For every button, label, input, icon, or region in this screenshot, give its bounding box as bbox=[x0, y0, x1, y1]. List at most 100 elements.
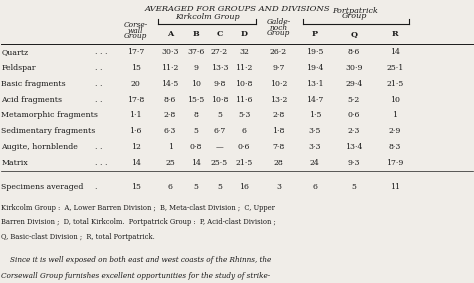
Text: 2·8: 2·8 bbox=[273, 112, 284, 119]
Text: 13·1: 13·1 bbox=[306, 80, 323, 88]
Text: 24: 24 bbox=[310, 159, 319, 167]
Text: 11: 11 bbox=[390, 183, 400, 191]
Text: —: — bbox=[216, 143, 223, 151]
Text: 9·3: 9·3 bbox=[347, 159, 360, 167]
Text: 10·8: 10·8 bbox=[211, 96, 228, 104]
Text: 0·6: 0·6 bbox=[238, 143, 250, 151]
Text: 2·8: 2·8 bbox=[164, 112, 176, 119]
Text: 8·6: 8·6 bbox=[348, 48, 360, 56]
Text: Q: Q bbox=[350, 30, 357, 38]
Text: . .: . . bbox=[95, 64, 102, 72]
Text: Portpatrick: Portpatrick bbox=[332, 7, 378, 15]
Text: 1·1: 1·1 bbox=[129, 112, 142, 119]
Text: B: B bbox=[192, 30, 200, 38]
Text: 13·4: 13·4 bbox=[345, 143, 363, 151]
Text: 6·3: 6·3 bbox=[164, 127, 176, 135]
Text: 6: 6 bbox=[242, 127, 246, 135]
Text: 14: 14 bbox=[131, 159, 141, 167]
Text: 19·5: 19·5 bbox=[306, 48, 323, 56]
Text: 14: 14 bbox=[191, 159, 201, 167]
Text: noch: noch bbox=[269, 23, 288, 31]
Text: 3·5: 3·5 bbox=[309, 127, 321, 135]
Text: 6: 6 bbox=[168, 183, 173, 191]
Text: 8·6: 8·6 bbox=[164, 96, 176, 104]
Text: R: R bbox=[392, 30, 398, 38]
Text: 15·5: 15·5 bbox=[187, 96, 205, 104]
Text: A: A bbox=[167, 30, 173, 38]
Text: 12: 12 bbox=[131, 143, 141, 151]
Text: Specimens averaged: Specimens averaged bbox=[1, 183, 84, 191]
Text: 9·8: 9·8 bbox=[213, 80, 226, 88]
Text: Corse-: Corse- bbox=[124, 22, 148, 29]
Text: 14·7: 14·7 bbox=[306, 96, 323, 104]
Text: 26·2: 26·2 bbox=[270, 48, 287, 56]
Text: Since it is well exposed on both east and west coasts of the Rhinns, the: Since it is well exposed on both east an… bbox=[1, 256, 272, 264]
Text: Barren Division ;  D, total Kirkcolm.  Portpatrick Group :  P, Acid-clast Divisi: Barren Division ; D, total Kirkcolm. Por… bbox=[1, 218, 276, 226]
Text: 17·7: 17·7 bbox=[127, 48, 144, 56]
Text: D: D bbox=[241, 30, 247, 38]
Text: 9·7: 9·7 bbox=[272, 64, 285, 72]
Text: 5·2: 5·2 bbox=[348, 96, 360, 104]
Text: 1·6: 1·6 bbox=[129, 127, 142, 135]
Text: 5: 5 bbox=[217, 112, 222, 119]
Text: . . .: . . . bbox=[95, 159, 107, 167]
Text: . .: . . bbox=[95, 96, 102, 104]
Text: Galde-: Galde- bbox=[266, 18, 291, 26]
Text: 17·8: 17·8 bbox=[127, 96, 144, 104]
Text: . .: . . bbox=[95, 80, 102, 88]
Text: 6: 6 bbox=[312, 183, 317, 191]
Text: 10·8: 10·8 bbox=[236, 80, 253, 88]
Text: 30·3: 30·3 bbox=[161, 48, 179, 56]
Text: Sedimentary fragments: Sedimentary fragments bbox=[1, 127, 96, 135]
Text: 5: 5 bbox=[193, 127, 199, 135]
Text: 2·9: 2·9 bbox=[389, 127, 401, 135]
Text: Augite, hornblende: Augite, hornblende bbox=[1, 143, 78, 151]
Text: 21·5: 21·5 bbox=[386, 80, 403, 88]
Text: 14: 14 bbox=[390, 48, 400, 56]
Text: . .: . . bbox=[95, 143, 102, 151]
Text: AVERAGED FOR GROUPS AND DIVISIONS: AVERAGED FOR GROUPS AND DIVISIONS bbox=[144, 5, 330, 12]
Text: 37·6: 37·6 bbox=[187, 48, 205, 56]
Text: C: C bbox=[216, 30, 223, 38]
Text: 29·4: 29·4 bbox=[345, 80, 363, 88]
Text: 16: 16 bbox=[239, 183, 249, 191]
Text: P: P bbox=[312, 30, 318, 38]
Text: 3·3: 3·3 bbox=[309, 143, 321, 151]
Text: Kirkcolm Group :  A, Lower Barren Division ;  B, Meta-clast Division ;  C, Upper: Kirkcolm Group : A, Lower Barren Divisio… bbox=[1, 204, 275, 212]
Text: 0·8: 0·8 bbox=[190, 143, 202, 151]
Text: 1: 1 bbox=[168, 143, 173, 151]
Text: Q, Basic-clast Division ;  R, total Portpatrick.: Q, Basic-clast Division ; R, total Portp… bbox=[1, 233, 155, 241]
Text: wall: wall bbox=[128, 27, 144, 35]
Text: 19·4: 19·4 bbox=[306, 64, 323, 72]
Text: . . .: . . . bbox=[95, 48, 107, 56]
Text: 21·5: 21·5 bbox=[236, 159, 253, 167]
Text: Acid fragments: Acid fragments bbox=[1, 96, 63, 104]
Text: 11·2: 11·2 bbox=[236, 64, 253, 72]
Text: Quartz: Quartz bbox=[1, 48, 28, 56]
Text: 13·3: 13·3 bbox=[211, 64, 228, 72]
Text: 9: 9 bbox=[193, 64, 199, 72]
Text: 10·2: 10·2 bbox=[270, 80, 287, 88]
Text: 8: 8 bbox=[193, 112, 199, 119]
Text: 25·1: 25·1 bbox=[386, 64, 403, 72]
Text: 10: 10 bbox=[390, 96, 400, 104]
Text: 15: 15 bbox=[131, 64, 141, 72]
Text: 17·9: 17·9 bbox=[386, 159, 403, 167]
Text: 10: 10 bbox=[191, 80, 201, 88]
Text: 25: 25 bbox=[165, 159, 175, 167]
Text: 1·8: 1·8 bbox=[272, 127, 285, 135]
Text: 2·3: 2·3 bbox=[347, 127, 360, 135]
Text: 7·8: 7·8 bbox=[273, 143, 284, 151]
Text: Group: Group bbox=[342, 12, 367, 20]
Text: 5: 5 bbox=[351, 183, 356, 191]
Text: 15: 15 bbox=[131, 183, 141, 191]
Text: 5: 5 bbox=[193, 183, 199, 191]
Text: Feldspar: Feldspar bbox=[1, 64, 36, 72]
Text: 20: 20 bbox=[131, 80, 141, 88]
Text: 28: 28 bbox=[273, 159, 283, 167]
Text: 27·2: 27·2 bbox=[211, 48, 228, 56]
Text: 1·5: 1·5 bbox=[309, 112, 321, 119]
Text: Corsewall Group furnishes excellent opportunities for the study of strike-: Corsewall Group furnishes excellent oppo… bbox=[1, 272, 271, 280]
Text: Group: Group bbox=[267, 29, 290, 37]
Text: 13·2: 13·2 bbox=[270, 96, 287, 104]
